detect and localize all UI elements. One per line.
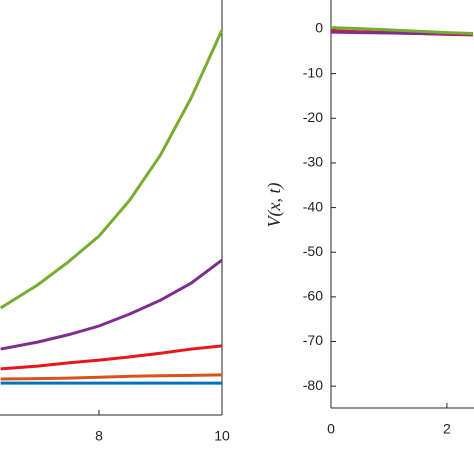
- line-series: [0, 373, 223, 381]
- y-tick-label: -10: [303, 64, 323, 80]
- y-tick-label: -50: [303, 243, 323, 259]
- y-tick-label: -30: [303, 154, 323, 170]
- line-series: [0, 344, 223, 371]
- y-tick-label: -70: [303, 332, 323, 348]
- line-series: [0, 258, 223, 351]
- x-tick-label: 8: [95, 428, 103, 444]
- x-tick-label: 2: [443, 421, 451, 437]
- y-tick-label: -20: [303, 109, 323, 125]
- line-series: [0, 29, 224, 310]
- y-tick-label: 0: [315, 20, 323, 36]
- y-axis-label: V(x, t): [264, 183, 285, 228]
- x-tick-label: 10: [214, 428, 230, 444]
- y-tick-label: -80: [303, 377, 323, 393]
- x-tick-label: 0: [327, 421, 335, 437]
- y-tick-label: -60: [303, 288, 323, 304]
- line-series: [330, 26, 474, 35]
- y-tick-label: -40: [303, 198, 323, 214]
